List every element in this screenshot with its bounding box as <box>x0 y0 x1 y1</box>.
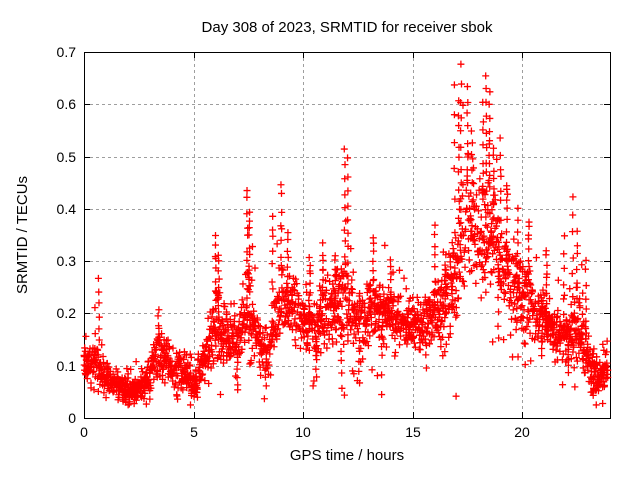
x-tick-label: 5 <box>190 424 198 440</box>
y-tick-label: 0 <box>68 410 76 426</box>
y-tick-label: 0.5 <box>56 149 76 165</box>
x-tick-label: 20 <box>514 424 530 440</box>
x-tick-label: 15 <box>405 424 421 440</box>
y-tick-label: 0.3 <box>56 253 76 269</box>
chart-title: Day 308 of 2023, SRMTID for receiver sbo… <box>201 19 493 36</box>
y-tick-label: 0.1 <box>56 358 76 374</box>
y-tick-label: 0.7 <box>56 44 76 60</box>
x-axis-label: GPS time / hours <box>289 447 405 464</box>
x-tick-label: 10 <box>295 424 311 440</box>
x-tick-label: 0 <box>80 424 88 440</box>
y-tick-label: 0.2 <box>56 305 76 321</box>
y-tick-label: 0.6 <box>56 96 76 112</box>
y-tick-label: 0.4 <box>56 201 76 217</box>
